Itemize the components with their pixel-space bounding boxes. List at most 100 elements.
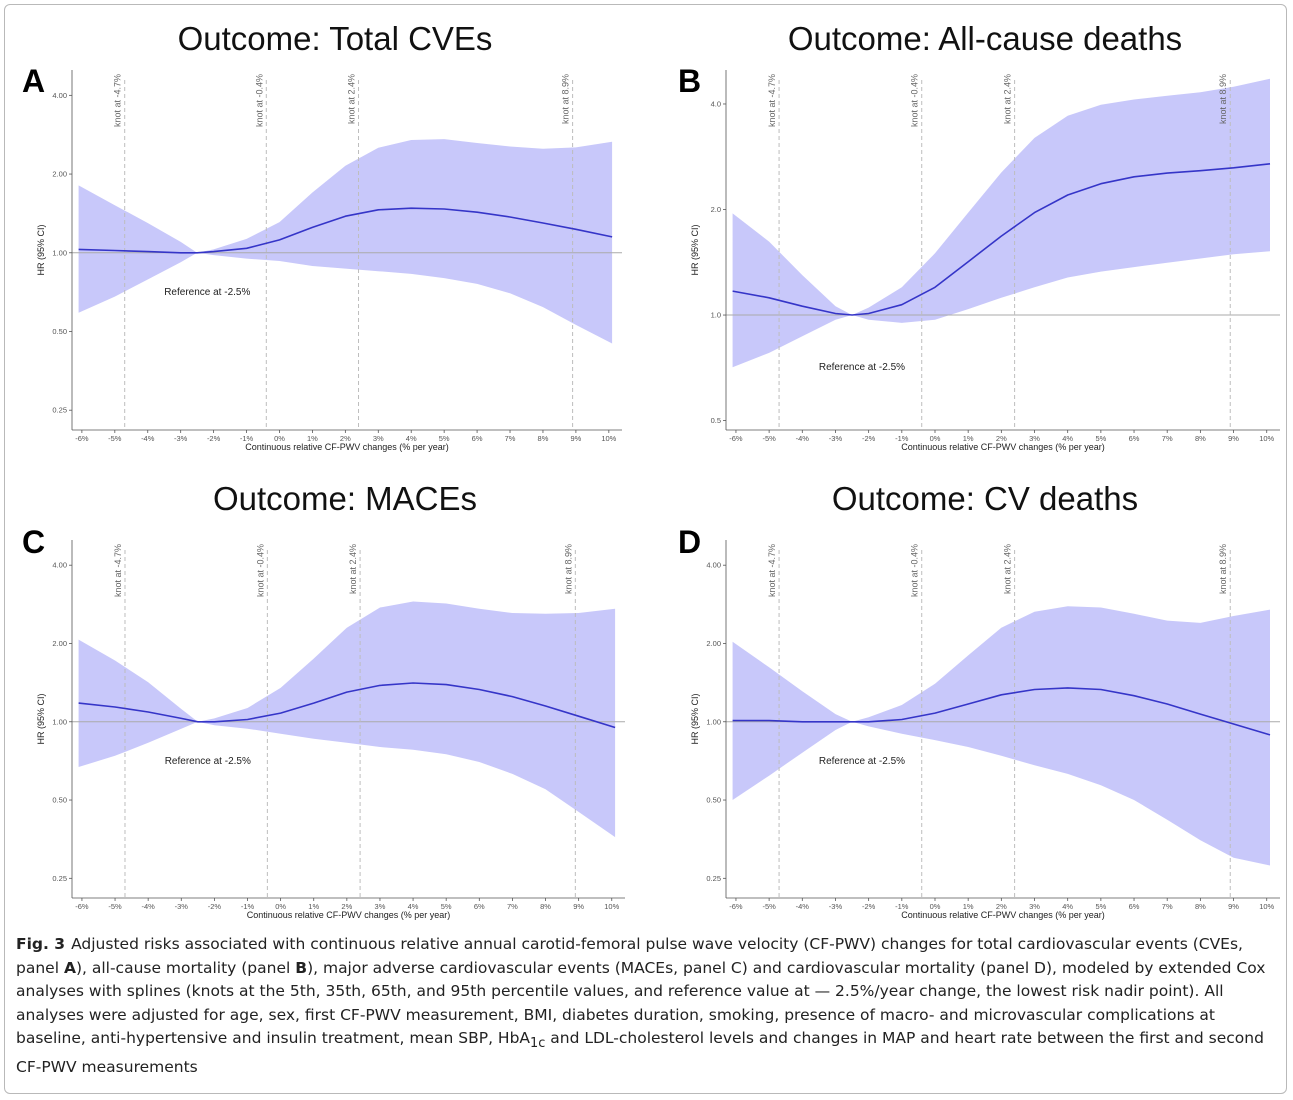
hazard-ratio-line bbox=[78, 207, 613, 254]
caption-text-3: ), major adverse cardiovascular events (… bbox=[16, 958, 1266, 1048]
x-tick-label: -4% bbox=[141, 434, 155, 443]
x-tick-label: 1% bbox=[308, 902, 319, 911]
x-tick-label: 2% bbox=[340, 434, 351, 443]
reference-label: Reference at -2.5% bbox=[819, 362, 905, 373]
y-tick-label: 0.50 bbox=[52, 327, 67, 336]
x-tick-label: -3% bbox=[175, 902, 189, 911]
y-tick-label: 1.00 bbox=[706, 717, 721, 726]
knot-label: knot at 2.4% bbox=[1003, 74, 1013, 124]
y-axis-label: HR (95% CI) bbox=[36, 224, 46, 275]
caption-text-2: ), all-cause mortality (panel bbox=[75, 958, 296, 977]
y-tick-label: 0.50 bbox=[706, 796, 721, 805]
knot-label: knot at -0.4% bbox=[910, 544, 920, 597]
reference-label: Reference at -2.5% bbox=[819, 756, 905, 767]
y-axis-label: HR (95% CI) bbox=[690, 693, 700, 744]
x-tick-label: -1% bbox=[895, 902, 909, 911]
knot-label: knot at -4.7% bbox=[113, 544, 123, 597]
x-tick-label: -3% bbox=[829, 434, 843, 443]
x-tick-label: 8% bbox=[538, 434, 549, 443]
x-tick-label: 5% bbox=[439, 434, 450, 443]
x-tick-label: 9% bbox=[573, 902, 584, 911]
knot-label: knot at 8.9% bbox=[1218, 544, 1228, 594]
x-tick-label: 10% bbox=[1259, 902, 1274, 911]
y-tick-label: 0.25 bbox=[52, 874, 67, 883]
x-tick-label: 4% bbox=[1062, 902, 1073, 911]
y-tick-label: 0.50 bbox=[52, 796, 67, 805]
figure-frame bbox=[4, 4, 1287, 1094]
x-tick-label: 2% bbox=[341, 902, 352, 911]
x-tick-label: 9% bbox=[1228, 434, 1239, 443]
caption-bold-a: A bbox=[63, 958, 76, 977]
y-tick-label: 2.00 bbox=[52, 639, 67, 648]
x-tick-label: -2% bbox=[862, 434, 876, 443]
x-tick-label: 3% bbox=[1029, 902, 1040, 911]
x-tick-label: -5% bbox=[762, 902, 776, 911]
x-tick-label: 5% bbox=[441, 902, 452, 911]
confidence-band bbox=[78, 139, 613, 344]
y-tick-label: 4.00 bbox=[706, 561, 721, 570]
panel-letter: D bbox=[678, 524, 701, 560]
caption-bold-b: B bbox=[295, 958, 308, 977]
y-tick-label: 2.00 bbox=[706, 639, 721, 648]
chart-panel-a: Outcome: Total CVEs A knot at -4.7% knot at… bbox=[22, 20, 622, 452]
x-tick-label: 1% bbox=[307, 434, 318, 443]
x-tick-label: 0% bbox=[930, 434, 941, 443]
x-tick-label: 10% bbox=[601, 434, 616, 443]
x-tick-label: -6% bbox=[75, 434, 89, 443]
x-tick-label: -1% bbox=[895, 434, 909, 443]
x-tick-label: -2% bbox=[862, 902, 876, 911]
confidence-band bbox=[78, 601, 616, 838]
x-tick-label: 7% bbox=[507, 902, 518, 911]
x-tick-label: 0% bbox=[274, 434, 285, 443]
x-tick-label: 7% bbox=[1162, 434, 1173, 443]
y-tick-label: 1.00 bbox=[52, 717, 67, 726]
y-tick-label: 0.5 bbox=[711, 416, 721, 425]
x-tick-label: 2% bbox=[996, 902, 1007, 911]
knot-label: knot at -0.4% bbox=[254, 74, 264, 127]
knot-label: knot at -4.7% bbox=[767, 544, 777, 597]
y-tick-label: 4.00 bbox=[52, 91, 67, 100]
x-tick-label: 4% bbox=[1062, 434, 1073, 443]
panel-title: Outcome: CV deaths bbox=[832, 480, 1138, 517]
caption-text-4: and LDL-cholesterol levels and changes i… bbox=[16, 1029, 1264, 1076]
hazard-ratio-line bbox=[78, 682, 616, 729]
x-tick-label: 0% bbox=[275, 902, 286, 911]
x-tick-label: -4% bbox=[796, 434, 810, 443]
caption-subscript: 1c bbox=[530, 1036, 546, 1052]
x-tick-label: 9% bbox=[570, 434, 581, 443]
x-axis-label: Continuous relative CF-PWV changes (% pe… bbox=[247, 910, 451, 920]
x-tick-label: 4% bbox=[408, 902, 419, 911]
x-tick-label: 8% bbox=[1195, 434, 1206, 443]
figure-caption: Fig. 3 Adjusted risks associated with con… bbox=[16, 933, 1278, 1079]
panel-letter: B bbox=[678, 63, 701, 99]
y-tick-label: 2.0 bbox=[711, 205, 721, 214]
x-tick-label: 6% bbox=[1129, 902, 1140, 911]
x-tick-label: 10% bbox=[1259, 434, 1274, 443]
x-tick-label: -6% bbox=[75, 902, 89, 911]
x-axis-label: Continuous relative CF-PWV changes (% pe… bbox=[901, 910, 1105, 920]
x-tick-label: 6% bbox=[472, 434, 483, 443]
x-tick-label: 3% bbox=[373, 434, 384, 443]
knot-label: knot at 2.4% bbox=[347, 74, 357, 124]
confidence-band bbox=[732, 78, 1270, 368]
knot-label: knot at 8.9% bbox=[561, 74, 571, 124]
x-tick-label: -4% bbox=[796, 902, 810, 911]
knot-label: knot at 2.4% bbox=[348, 544, 358, 594]
x-axis-label: Continuous relative CF-PWV changes (% pe… bbox=[245, 442, 449, 452]
caption-text-1: Adjusted risks associated with continuou… bbox=[16, 935, 1243, 977]
x-tick-label: -1% bbox=[241, 902, 255, 911]
x-tick-label: 9% bbox=[1228, 902, 1239, 911]
y-axis-label: HR (95% CI) bbox=[690, 224, 700, 275]
y-axis-label: HR (95% CI) bbox=[36, 693, 46, 744]
y-tick-label: 4.00 bbox=[52, 561, 67, 570]
panel-title: Outcome: Total CVEs bbox=[178, 20, 493, 57]
x-tick-label: 3% bbox=[375, 902, 386, 911]
x-axis-label: Continuous relative CF-PWV changes (% pe… bbox=[901, 442, 1105, 452]
x-tick-label: 5% bbox=[1095, 434, 1106, 443]
y-tick-label: 1.00 bbox=[52, 248, 67, 257]
y-tick-label: 1.0 bbox=[711, 311, 721, 320]
panel-letter: A bbox=[22, 63, 45, 99]
panel-title: Outcome: All-cause deaths bbox=[788, 20, 1182, 57]
x-tick-label: 10% bbox=[604, 902, 619, 911]
x-tick-label: -2% bbox=[207, 434, 221, 443]
